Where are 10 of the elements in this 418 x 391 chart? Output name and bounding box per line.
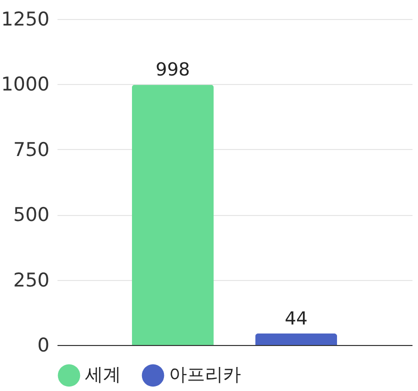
data-label: 998 bbox=[156, 60, 190, 81]
data-label: 44 bbox=[284, 308, 308, 330]
legend-label: 아프리카 bbox=[169, 364, 241, 386]
y-tick-label: 750 bbox=[13, 138, 50, 161]
y-tick-label: 0 bbox=[37, 334, 50, 356]
y-tick-label: 250 bbox=[13, 269, 50, 292]
legend-label: 세계 bbox=[85, 364, 121, 386]
y-tick-label: 1000 bbox=[1, 74, 50, 96]
y-tick-label: 1250 bbox=[1, 8, 50, 30]
y-tick-label: 500 bbox=[13, 204, 50, 226]
